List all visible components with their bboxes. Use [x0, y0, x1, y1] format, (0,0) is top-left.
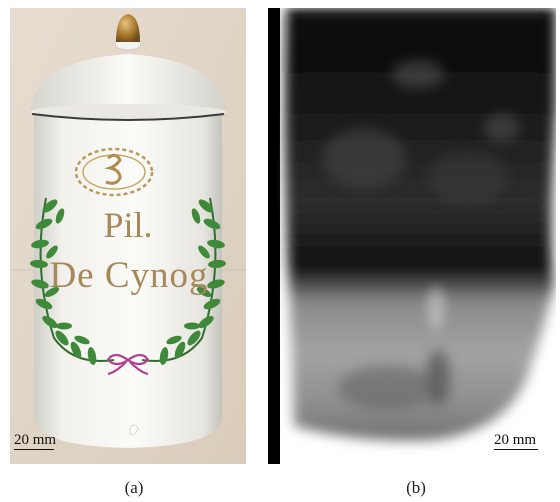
scale-bar-b-label: 20 mm — [494, 432, 537, 448]
scale-bar-a-line — [14, 449, 54, 450]
lid-rim-line — [31, 113, 225, 121]
jar-radiograph-silhouette — [284, 8, 556, 441]
laurel-wreath — [30, 197, 226, 365]
jar-lid-rim — [30, 104, 226, 120]
jar-label-line2: De Cynog — [49, 255, 209, 296]
jar-knob — [116, 14, 140, 42]
scale-bar-b: 20 mm — [494, 432, 538, 450]
caption-b: (b) — [406, 478, 426, 497]
scale-bar-b-line — [494, 449, 538, 450]
photo-panel-a: Pil. De Cynog 20 mm — [10, 8, 246, 464]
jar-body — [34, 110, 222, 448]
jar-photo — [10, 8, 246, 464]
glaze-chip — [129, 424, 139, 435]
density-features — [322, 60, 520, 410]
scale-bar-a: 20 mm — [14, 432, 56, 450]
left-border-strip — [268, 8, 280, 464]
gilded-cartouche — [74, 147, 154, 197]
radiograph-image — [268, 8, 556, 464]
jar-lid — [30, 54, 226, 112]
scale-bar-a-label: 20 mm — [14, 432, 57, 448]
caption-a: (a) — [124, 478, 144, 497]
radiograph-panel-b: 20 mm — [268, 8, 556, 464]
jar-label-line1: Pil. — [103, 205, 153, 245]
ribbon-bow — [106, 353, 150, 376]
